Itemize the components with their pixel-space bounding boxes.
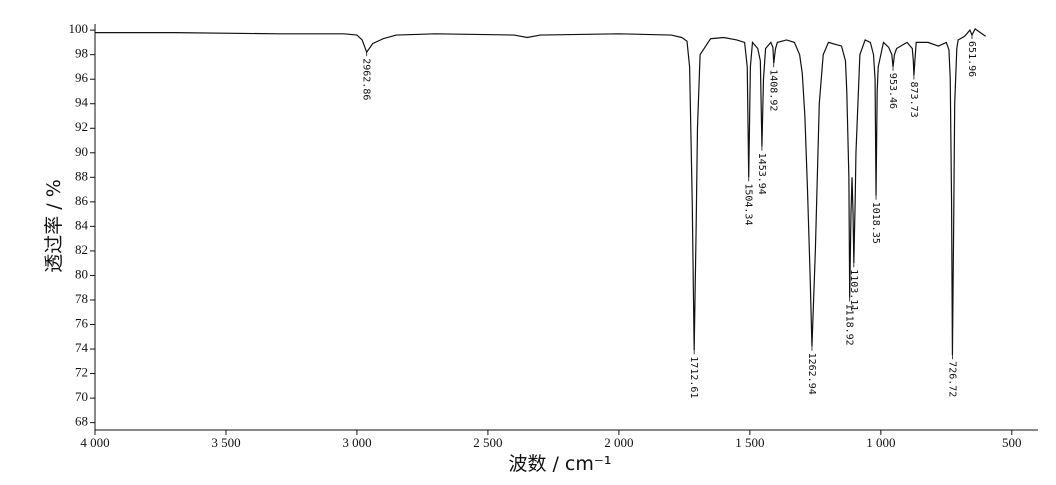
peak-label: 1504.34 bbox=[743, 183, 754, 225]
x-tick-label: 3 500 bbox=[211, 435, 240, 450]
x-tick-label: 1 000 bbox=[866, 435, 895, 450]
y-tick-label: 88 bbox=[75, 168, 88, 183]
peak-label: 1453.94 bbox=[756, 153, 767, 195]
spectrum-line bbox=[95, 28, 986, 356]
peak-label: 1262.94 bbox=[806, 353, 817, 395]
x-tick-label: 2 500 bbox=[473, 435, 502, 450]
peak-label: 1118.92 bbox=[844, 304, 855, 346]
y-tick-label: 96 bbox=[75, 70, 89, 85]
y-tick-label: 78 bbox=[75, 291, 88, 306]
y-tick-label: 94 bbox=[75, 95, 89, 110]
y-axis-label: 透过率 / % bbox=[43, 179, 65, 273]
peak-label: 1712.61 bbox=[688, 356, 699, 398]
peak-label: 2962.86 bbox=[361, 58, 372, 100]
x-tick-label: 3 000 bbox=[342, 435, 371, 450]
peak-label: 651.96 bbox=[966, 41, 977, 77]
y-tick-label: 98 bbox=[75, 46, 88, 61]
y-tick-label: 100 bbox=[69, 21, 89, 36]
peak-label: 726.72 bbox=[946, 361, 957, 397]
y-tick-label: 80 bbox=[75, 266, 88, 281]
y-tick-label: 72 bbox=[75, 365, 88, 380]
x-tick-label: 1 500 bbox=[735, 435, 764, 450]
y-tick-label: 70 bbox=[75, 389, 88, 404]
x-tick-label: 4 000 bbox=[80, 435, 109, 450]
x-tick-label: 2 000 bbox=[604, 435, 633, 450]
peak-label: 873.73 bbox=[908, 82, 919, 118]
x-tick-label: 500 bbox=[1002, 435, 1022, 450]
y-tick-label: 90 bbox=[75, 144, 88, 159]
peak-label: 1408.92 bbox=[768, 69, 779, 111]
y-tick-label: 74 bbox=[75, 340, 89, 355]
peak-label: 1103.11 bbox=[848, 269, 859, 311]
y-tick-label: 84 bbox=[75, 217, 89, 232]
y-tick-label: 76 bbox=[75, 315, 89, 330]
x-axis-label: 波数 / cm⁻¹ bbox=[508, 453, 611, 475]
peak-label: 953.46 bbox=[887, 73, 898, 109]
peak-label: 1018.35 bbox=[870, 202, 881, 244]
y-tick-label: 86 bbox=[75, 193, 89, 208]
y-tick-label: 68 bbox=[75, 414, 88, 429]
y-tick-label: 82 bbox=[75, 242, 88, 257]
y-tick-label: 92 bbox=[75, 119, 88, 134]
